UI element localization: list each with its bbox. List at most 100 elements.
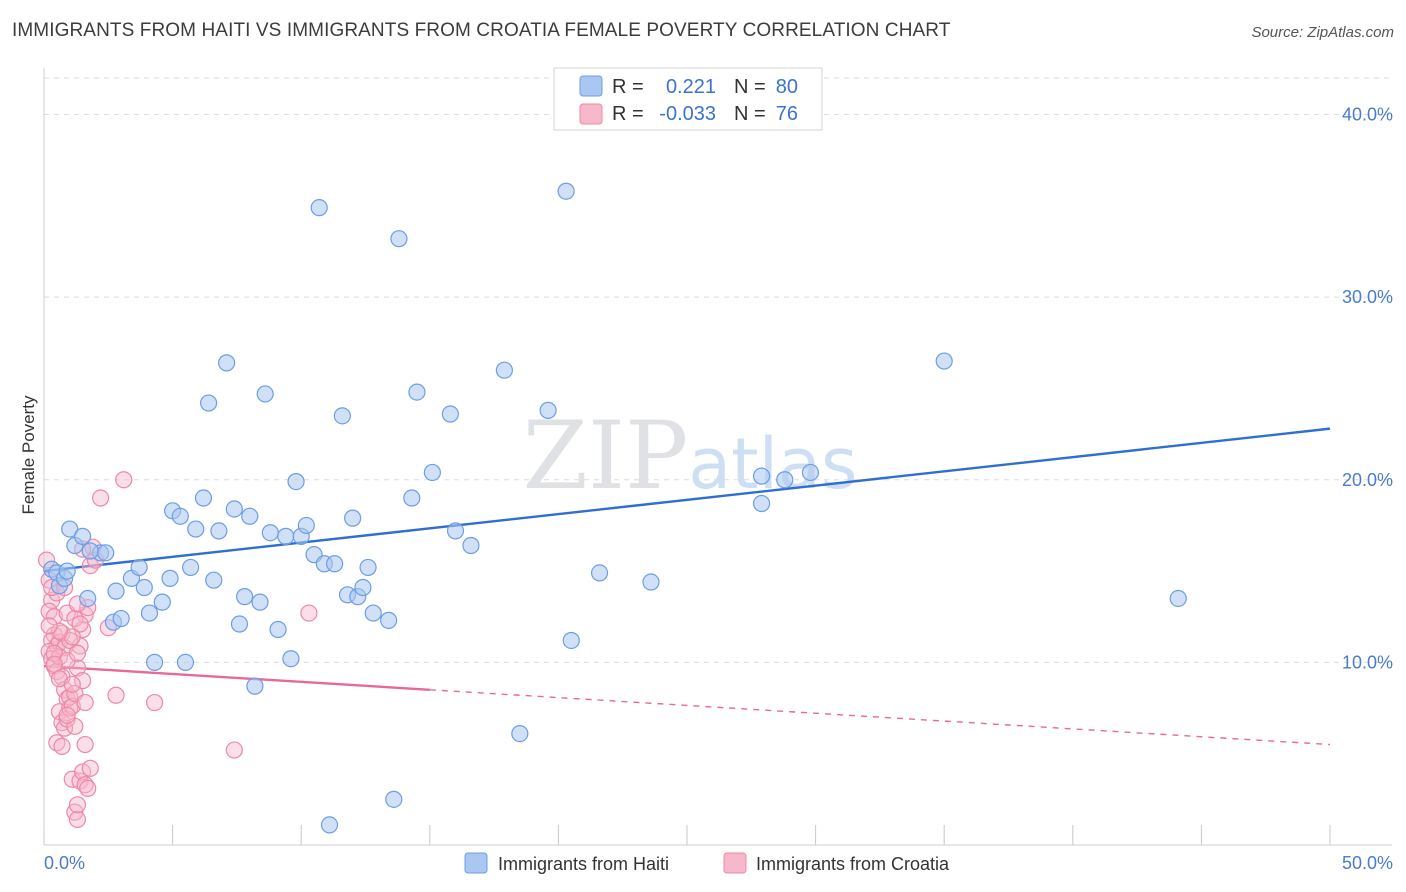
bottom-legend-haiti-label: Immigrants from Haiti bbox=[498, 854, 669, 874]
bottom-legend-haiti-swatch bbox=[465, 853, 487, 873]
haiti-point bbox=[237, 589, 253, 605]
croatia-point bbox=[64, 676, 80, 692]
legend-haiti-swatch bbox=[580, 76, 602, 96]
y-axis-label: Female Poverty bbox=[19, 395, 38, 515]
y-tick-label: 30.0% bbox=[1342, 287, 1393, 307]
haiti-point bbox=[777, 472, 793, 488]
haiti-point bbox=[496, 362, 512, 378]
x-tick-labels: 0.0% 50.0% bbox=[44, 853, 1393, 873]
legend-croatia-r-label: R = bbox=[612, 103, 644, 125]
haiti-point bbox=[424, 464, 440, 480]
haiti-point bbox=[386, 791, 402, 807]
haiti-point bbox=[334, 408, 350, 424]
haiti-point bbox=[195, 490, 211, 506]
croatia-point bbox=[147, 695, 163, 711]
haiti-point bbox=[355, 580, 371, 596]
haiti-point bbox=[172, 508, 188, 524]
haiti-point bbox=[327, 556, 343, 572]
haiti-point bbox=[219, 355, 235, 371]
croatia-point bbox=[46, 656, 62, 672]
haiti-point bbox=[365, 605, 381, 621]
haiti-point bbox=[211, 523, 227, 539]
haiti-point bbox=[247, 678, 263, 694]
haiti-point bbox=[391, 231, 407, 247]
haiti-point bbox=[231, 616, 247, 632]
haiti-point bbox=[321, 817, 337, 833]
haiti-point bbox=[409, 384, 425, 400]
croatia-point bbox=[59, 707, 75, 723]
croatia-point bbox=[69, 811, 85, 827]
legend-haiti-n-label: N = bbox=[734, 76, 766, 98]
croatia-point bbox=[116, 472, 132, 488]
haiti-point bbox=[226, 501, 242, 517]
haiti-point bbox=[754, 496, 770, 512]
croatia-point bbox=[54, 738, 70, 754]
croatia-point bbox=[93, 490, 109, 506]
legend-croatia-swatch bbox=[580, 104, 602, 124]
croatia-point bbox=[69, 645, 85, 661]
haiti-point bbox=[80, 590, 96, 606]
haiti-point bbox=[311, 200, 327, 216]
haiti-point bbox=[188, 521, 204, 537]
haiti-point bbox=[563, 632, 579, 648]
haiti-point bbox=[802, 464, 818, 480]
haiti-point bbox=[404, 490, 420, 506]
grid-lines bbox=[44, 78, 1392, 662]
croatia-trend-line bbox=[44, 666, 430, 690]
croatia-points bbox=[39, 472, 317, 828]
haiti-point bbox=[592, 565, 608, 581]
croatia-point bbox=[82, 760, 98, 776]
haiti-point bbox=[442, 406, 458, 422]
y-tick-label: 10.0% bbox=[1342, 652, 1393, 672]
croatia-point bbox=[108, 687, 124, 703]
croatia-point bbox=[77, 695, 93, 711]
haiti-point bbox=[252, 594, 268, 610]
croatia-point bbox=[80, 780, 96, 796]
chart-svg: ZIPatlas 10.0%20.0%30.0%40.0% 0.0% 50.0% … bbox=[0, 0, 1406, 892]
haiti-point bbox=[59, 563, 75, 579]
haiti-point bbox=[141, 605, 157, 621]
haiti-point bbox=[270, 622, 286, 638]
haiti-point bbox=[381, 612, 397, 628]
legend-croatia-n-value: 76 bbox=[776, 103, 798, 125]
legend-haiti-n-value: 80 bbox=[776, 76, 798, 98]
haiti-point bbox=[283, 651, 299, 667]
haiti-point bbox=[82, 543, 98, 559]
haiti-point bbox=[448, 523, 464, 539]
haiti-point bbox=[257, 386, 273, 402]
croatia-point bbox=[41, 618, 57, 634]
haiti-point bbox=[262, 525, 278, 541]
haiti-point bbox=[154, 594, 170, 610]
watermark: ZIPatlas bbox=[523, 402, 858, 511]
haiti-point bbox=[936, 353, 952, 369]
correlation-legend: R = 0.221 N = 80 R = -0.033 N = 76 bbox=[554, 68, 822, 130]
haiti-point bbox=[242, 508, 258, 524]
series-legend: Immigrants from Haiti Immigrants from Cr… bbox=[465, 853, 950, 874]
haiti-point bbox=[75, 528, 91, 544]
haiti-point bbox=[278, 528, 294, 544]
x-tick-label-max: 50.0% bbox=[1342, 853, 1393, 873]
haiti-point bbox=[754, 468, 770, 484]
haiti-point bbox=[183, 559, 199, 575]
haiti-point bbox=[288, 474, 304, 490]
haiti-point bbox=[177, 654, 193, 670]
croatia-point bbox=[77, 737, 93, 753]
y-tick-label: 20.0% bbox=[1342, 470, 1393, 490]
haiti-point bbox=[162, 570, 178, 586]
bottom-legend-croatia-label: Immigrants from Croatia bbox=[756, 854, 950, 874]
haiti-point bbox=[1170, 590, 1186, 606]
haiti-point bbox=[298, 517, 314, 533]
haiti-point bbox=[643, 574, 659, 590]
bottom-legend-croatia-swatch bbox=[724, 853, 746, 873]
haiti-point bbox=[136, 580, 152, 596]
croatia-point bbox=[69, 797, 85, 813]
haiti-point bbox=[463, 538, 479, 554]
croatia-trend-extension bbox=[430, 690, 1330, 745]
haiti-point bbox=[108, 583, 124, 599]
x-tick-label-min: 0.0% bbox=[44, 853, 85, 873]
haiti-point bbox=[345, 510, 361, 526]
legend-haiti-r-value: 0.221 bbox=[666, 76, 716, 98]
haiti-point bbox=[512, 726, 528, 742]
haiti-point bbox=[201, 395, 217, 411]
haiti-point bbox=[113, 611, 129, 627]
